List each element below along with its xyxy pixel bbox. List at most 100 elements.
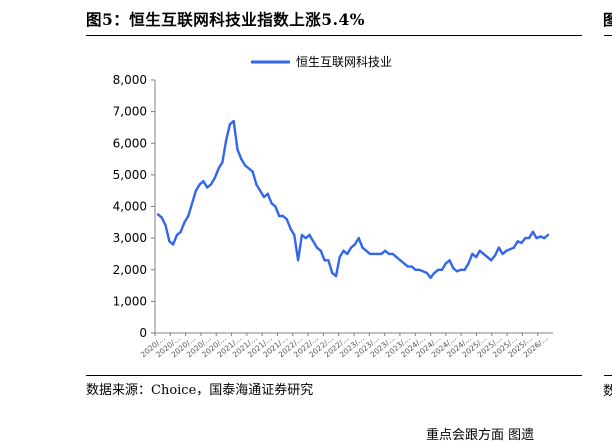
y-axis-ticks: 0 1,000 2,000 3,000 4,000 5,000 6,000 7,000 8,00…: [113, 73, 155, 340]
data-point: [380, 252, 383, 256]
data-point: [429, 276, 432, 279]
data-point: [508, 248, 512, 251]
data-point: [334, 274, 338, 278]
data-point: [543, 236, 546, 240]
data-point: [512, 246, 516, 249]
data-point: [391, 252, 394, 256]
data-point: [259, 189, 262, 192]
data-point: [171, 243, 175, 246]
data-point: [228, 123, 232, 126]
data-point: [353, 243, 357, 246]
data-point: [323, 259, 326, 262]
legend-label: 恒生互联网科技业: [296, 55, 392, 69]
data-source-note: 数据来源：Choice，国泰海通证券研究: [86, 383, 314, 398]
data-point: [346, 252, 349, 256]
data-point: [505, 249, 508, 252]
data-point: [319, 249, 322, 252]
y-tick-label: 0: [139, 326, 147, 340]
data-point: [546, 233, 550, 237]
data-point: [410, 265, 413, 268]
x-axis-ticks: 2020/…2020/…2020/…2020/…2020/…2021/…2021…: [139, 333, 550, 359]
data-point: [478, 249, 481, 252]
data-point: [331, 271, 334, 275]
data-point: [455, 270, 459, 273]
data-point: [418, 268, 421, 271]
data-point: [338, 255, 341, 259]
data-point: [490, 259, 493, 262]
data-point: [463, 268, 466, 271]
data-point: [285, 217, 288, 221]
data-point: [349, 246, 353, 249]
data-point: [236, 148, 239, 151]
data-point: [372, 252, 375, 256]
data-point: [198, 183, 201, 186]
data-point: [402, 262, 406, 265]
data-point: [520, 241, 523, 245]
data-point: [459, 268, 463, 271]
data-point: [376, 252, 379, 256]
data-point: [281, 214, 285, 218]
figure-title: 图5：恒生互联网科技业指数上涨5.4%: [86, 10, 365, 29]
data-point: [255, 183, 258, 186]
data-point: [270, 202, 273, 205]
data-point: [524, 236, 527, 240]
data-point: [175, 233, 179, 237]
data-point: [486, 255, 489, 259]
data-point: [179, 230, 182, 233]
data-point: [225, 138, 228, 142]
data-point: [414, 268, 417, 271]
data-point: [240, 157, 243, 161]
data-point: [247, 167, 251, 170]
data-point: [471, 252, 474, 256]
data-point: [262, 195, 266, 199]
data-point: [296, 259, 300, 262]
data-point: [266, 192, 269, 195]
data-point: [251, 170, 254, 173]
data-point: [327, 259, 330, 262]
data-point: [399, 259, 402, 262]
data-point: [516, 240, 519, 243]
data-point: [156, 213, 160, 216]
data-point: [437, 268, 440, 271]
data-point: [274, 205, 277, 208]
y-tick-label: 6,000: [113, 136, 147, 150]
data-point: [315, 246, 319, 249]
data-point: [187, 214, 190, 218]
data-point: [183, 221, 186, 224]
data-point: [535, 236, 538, 240]
series-points: [156, 119, 550, 279]
data-point: [448, 259, 451, 262]
data-point: [217, 167, 220, 170]
data-point: [342, 249, 345, 252]
data-point: [160, 216, 163, 219]
data-point: [497, 246, 500, 249]
data-point: [206, 186, 209, 189]
data-point: [440, 268, 444, 271]
data-point: [164, 224, 167, 227]
series-line-hs-internet-tech: [157, 119, 549, 279]
data-point: [304, 236, 307, 240]
data-point: [384, 249, 387, 252]
data-point: [202, 180, 205, 183]
data-point: [209, 183, 213, 186]
data-point: [289, 227, 292, 230]
data-point: [539, 235, 542, 238]
adjacent-figure-title-glyph: 图: [603, 11, 612, 29]
data-point: [213, 176, 216, 180]
data-point: [406, 265, 410, 268]
data-point: [501, 252, 504, 256]
data-point: [425, 271, 428, 275]
data-point: [474, 255, 478, 259]
data-point: [493, 254, 497, 257]
data-point: [531, 230, 535, 233]
data-point: [190, 202, 194, 205]
adjacent-figure-source-glyph: 数: [603, 384, 612, 399]
data-point: [221, 161, 224, 164]
adjacent-figure-rule-bottom: [604, 375, 612, 376]
y-tick-label: 5,000: [113, 168, 147, 182]
data-point: [293, 233, 296, 237]
data-point: [368, 252, 372, 256]
data-point: [452, 267, 455, 270]
data-point: [194, 189, 198, 192]
data-point: [421, 270, 425, 273]
